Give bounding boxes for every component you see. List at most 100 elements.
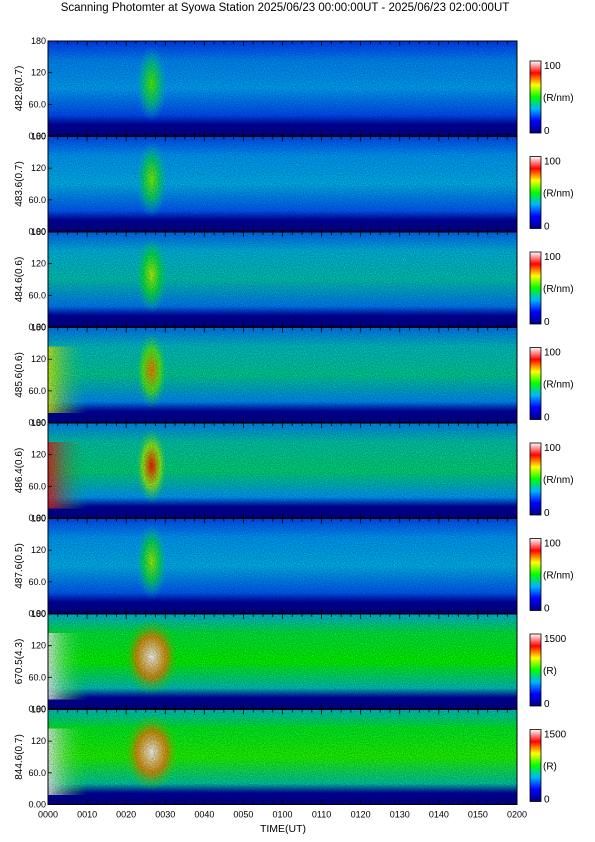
y-tick-label: 180 <box>31 36 46 46</box>
x-tick-label: 0110 <box>312 810 331 820</box>
y-tick-label: 0.00 <box>28 418 46 428</box>
colorbar-min-label: 0 <box>544 508 550 519</box>
panel-5: 0.00 60.0 120 180 486.4(0.6) 100 0 (R/nm) <box>14 418 574 523</box>
colorbar-min-label: 0 <box>544 699 550 710</box>
y-tick-label: 180 <box>31 418 46 428</box>
colorbar-min-label: 0 <box>544 222 550 233</box>
y-tick-label: 120 <box>31 450 46 460</box>
y-tick-label: 120 <box>31 68 46 78</box>
colorbar-unit-label: (R) <box>543 762 557 773</box>
y-tick-label: 120 <box>31 545 46 555</box>
panel-label: 486.4(0.6) <box>14 448 25 494</box>
colorbar-max-label: 1500 <box>544 730 567 741</box>
panel-1: 0.00 60.0 120 180 482.8(0.7) 100 0 (R/nm) <box>14 36 574 141</box>
colorbar-max-label: 100 <box>544 157 561 168</box>
x-tick-label: 0020 <box>116 810 136 820</box>
y-tick-label: 180 <box>31 227 46 237</box>
x-tick-label: 0000 <box>38 810 58 820</box>
y-tick-label: 0.00 <box>28 800 46 810</box>
x-axis-label: TIME(UT) <box>260 823 306 835</box>
colorbar <box>529 538 542 611</box>
colorbar-min-label: 0 <box>544 317 550 328</box>
colorbar-unit-label: (R/nm) <box>543 571 574 582</box>
noise-overlay <box>48 709 517 805</box>
y-tick-label: 60.0 <box>28 672 46 682</box>
colorbar-min-label: 0 <box>544 604 550 615</box>
y-tick-label: 0.00 <box>28 513 46 523</box>
panel-4: 0.00 60.0 120 180 485.6(0.6) 100 0 (R/nm) <box>14 323 574 428</box>
panel-label: 483.6(0.7) <box>14 161 25 207</box>
y-tick-label: 60.0 <box>28 768 46 778</box>
x-tick-label: 0040 <box>194 810 214 820</box>
noise-overlay <box>48 327 517 423</box>
y-tick-label: 120 <box>31 736 46 746</box>
colorbar <box>529 442 542 516</box>
colorbar-min-label: 0 <box>544 126 550 137</box>
noise-overlay <box>48 41 517 136</box>
colorbar-max-label: 100 <box>544 539 561 550</box>
noise-overlay <box>48 232 517 327</box>
y-tick-label: 0.00 <box>28 322 46 332</box>
panel-label: 485.6(0.6) <box>14 352 25 398</box>
colorbar-unit-label: (R) <box>543 666 557 677</box>
y-tick-label: 60.0 <box>28 577 46 587</box>
colorbar-max-label: 100 <box>544 348 561 359</box>
chart-title: Scanning Photomter at Syowa Station 2025… <box>60 2 510 14</box>
panel-3: 0.00 60.0 120 180 484.6(0.6) 100 0 (R/nm) <box>14 227 574 332</box>
noise-overlay <box>48 518 517 614</box>
colorbar-min-label: 0 <box>544 413 550 424</box>
colorbar <box>529 60 542 134</box>
colorbar-min-label: 0 <box>544 795 550 806</box>
y-tick-label: 0.00 <box>28 704 46 714</box>
y-tick-label: 120 <box>31 641 46 651</box>
colorbar <box>529 633 542 707</box>
panel-6: 0.00 60.0 120 180 487.6(0.5) 100 0 (R/nm) <box>14 514 574 619</box>
y-tick-label: 180 <box>31 323 46 333</box>
y-tick-label: 180 <box>31 705 46 715</box>
colorbar-unit-label: (R/nm) <box>543 380 574 391</box>
noise-overlay <box>48 423 517 518</box>
noise-overlay <box>48 136 517 232</box>
colorbar-unit-label: (R/nm) <box>543 93 574 104</box>
colorbar-unit-label: (R/nm) <box>543 475 574 486</box>
y-tick-label: 60.0 <box>28 290 46 300</box>
colorbar <box>529 156 542 229</box>
panel-8: 0.00 60.0 120 180 844.6(0.7) 1500 0 (R) <box>14 705 567 810</box>
y-tick-label: 180 <box>31 609 46 619</box>
y-tick-label: 60.0 <box>28 386 46 396</box>
colorbar <box>529 347 542 420</box>
x-tick-label: 0150 <box>468 810 488 820</box>
y-tick-label: 0.00 <box>28 609 46 619</box>
y-tick-label: 120 <box>31 259 46 269</box>
panel-label: 844.6(0.7) <box>14 734 25 780</box>
colorbar-max-label: 1500 <box>544 634 567 645</box>
y-tick-label: 180 <box>31 132 46 142</box>
panel-group: 0.00 60.0 120 180 482.8(0.7) 100 0 (R/nm) 0.00 60… <box>14 36 574 810</box>
panel-label: 482.8(0.7) <box>14 66 25 112</box>
x-axis: 0000 0010 0020 0030 0040 0050 0100 0110 0120 0130… <box>38 810 527 820</box>
panel-label: 484.6(0.6) <box>14 257 25 303</box>
x-tick-label: 0030 <box>155 810 175 820</box>
panel-label: 670.5(4.3) <box>14 639 25 685</box>
x-tick-label: 0200 <box>507 810 527 820</box>
colorbar-max-label: 100 <box>544 443 561 454</box>
colorbar <box>529 729 542 802</box>
colorbar-max-label: 100 <box>544 61 561 72</box>
y-tick-label: 60.0 <box>28 195 46 205</box>
colorbar <box>529 251 542 325</box>
y-tick-label: 180 <box>31 514 46 524</box>
x-tick-label: 0100 <box>272 810 292 820</box>
colorbar-max-label: 100 <box>544 252 561 263</box>
colorbar-unit-label: (R/nm) <box>543 284 574 295</box>
y-tick-label: 120 <box>31 354 46 364</box>
panel-2: 0.00 60.0 120 180 483.6(0.7) 100 0 (R/nm) <box>14 132 574 237</box>
y-tick-label: 60.0 <box>28 481 46 491</box>
colorbar-unit-label: (R/nm) <box>543 189 574 200</box>
panel-7: 0.00 60.0 120 180 670.5(4.3) 1500 0 (R) <box>14 609 567 714</box>
y-tick-label: 120 <box>31 163 46 173</box>
x-tick-label: 0120 <box>351 810 371 820</box>
y-tick-label: 0.00 <box>28 227 46 237</box>
x-tick-label: 0050 <box>233 810 253 820</box>
panel-label: 487.6(0.5) <box>14 543 25 589</box>
